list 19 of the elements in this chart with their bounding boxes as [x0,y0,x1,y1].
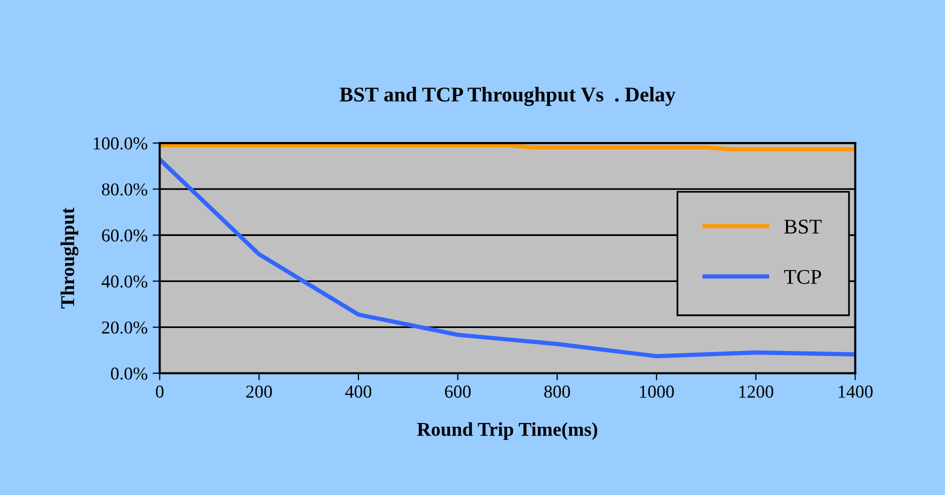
chart-title: BST and TCP Throughput Vs . Delay [340,86,676,106]
x-tick-label: 800 [544,386,570,398]
x-tick-label: 1400 [838,386,873,398]
y-tick-label: 0.0% [110,367,148,380]
y-tick-label: 80.0% [102,183,148,196]
x-tick-label: 1000 [640,386,674,398]
y-tick-label: 40.0% [102,275,148,288]
x-axis-title: Round Trip Time(ms) [417,422,598,440]
y-tick-label: 60.0% [102,229,148,242]
x-tick-label: 200 [246,386,272,398]
y-axis-title: Throughput [60,208,78,308]
x-tick-label: 600 [445,386,471,398]
x-tick-label: 1200 [739,386,774,398]
x-tick-label: 0 [156,386,164,398]
x-tick-label: 400 [345,386,372,398]
y-tick-label: 20.0% [102,321,148,334]
legend-label: BST [784,220,822,234]
y-tick-label: 100.0% [94,137,148,150]
legend-label: TCP [784,270,822,284]
